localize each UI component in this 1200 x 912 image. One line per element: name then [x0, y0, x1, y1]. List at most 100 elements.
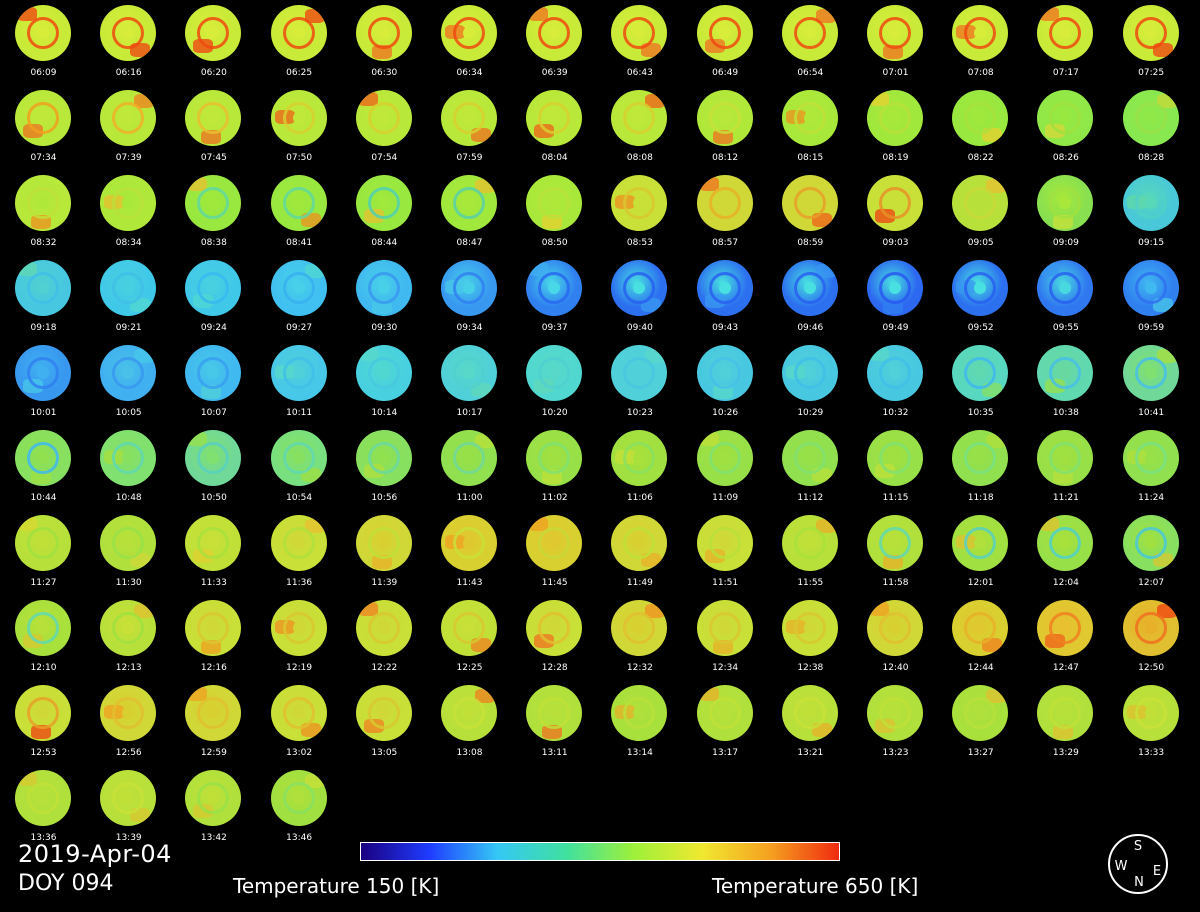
frame-cell: 13:14: [597, 681, 682, 766]
core-feature: [1144, 197, 1157, 209]
frame-time-label: 11:09: [712, 493, 739, 503]
frame-time-label: 10:48: [115, 493, 142, 503]
temperature-disk: [100, 600, 157, 656]
frame-cell: 12:04: [1023, 511, 1108, 596]
frame-time-label: 10:41: [1138, 408, 1165, 418]
frame-cell: 12:13: [86, 596, 171, 681]
temperature-disk: [867, 90, 923, 146]
frame-cell: 12:01: [938, 511, 1023, 596]
frame-time-label: 12:22: [371, 663, 398, 673]
frame-cell: 08:50: [512, 171, 597, 256]
ring-feature: [282, 527, 315, 559]
ring-feature: [623, 612, 656, 644]
temperature-disk: [270, 430, 327, 486]
temperature-disk: [270, 260, 327, 316]
frame-time-label: 10:01: [30, 408, 57, 418]
frame-time-label: 13:17: [712, 748, 739, 758]
frame-time-label: 08:44: [371, 238, 398, 248]
core-feature: [37, 622, 49, 634]
frame-time-label: 12:25: [456, 663, 483, 673]
frame-cell: 09:37: [512, 256, 597, 341]
frame-cell: 08:26: [1023, 86, 1108, 171]
core-feature: [548, 112, 561, 124]
temperature-disk: [100, 430, 157, 486]
temperature-disk: [611, 430, 668, 486]
core-feature: [207, 452, 220, 464]
core-feature: [122, 452, 135, 464]
core-feature: [974, 537, 987, 549]
frame-time-label: 10:54: [286, 493, 313, 503]
temperature-disk: [867, 430, 923, 486]
ring-feature: [112, 102, 145, 134]
temperature-disk: [867, 175, 923, 231]
temperature-disk: [185, 515, 242, 571]
ring-feature: [197, 527, 230, 559]
frame-cell: 11:24: [1109, 426, 1194, 511]
ring-feature: [112, 442, 145, 474]
core-feature: [803, 197, 816, 209]
ring-feature: [112, 17, 145, 49]
core-feature: [122, 282, 135, 294]
hot-patch: [304, 9, 325, 23]
hot-patch: [357, 602, 378, 616]
temperature-disk: [1037, 175, 1094, 231]
temperature-disk: [781, 685, 838, 741]
compass-right-label: E: [1152, 864, 1162, 879]
ring-feature: [538, 612, 571, 644]
core-feature: [207, 537, 220, 549]
frame-cell: 08:41: [257, 171, 342, 256]
ring-feature: [879, 102, 911, 134]
frame-cell: 08:57: [683, 171, 768, 256]
temperature-disk: [526, 175, 583, 231]
frame-cell: 11:09: [683, 426, 768, 511]
frame-cell: 12:38: [768, 596, 853, 681]
core-feature: [377, 367, 390, 379]
core-feature: [633, 452, 646, 464]
temperature-disk: [952, 260, 1009, 316]
ring-feature: [538, 17, 571, 49]
frame-time-label: 09:30: [371, 323, 398, 333]
frame-time-label: 10:20: [541, 408, 568, 418]
ring-feature: [793, 102, 826, 134]
ring-feature: [879, 187, 911, 219]
core-feature: [292, 792, 305, 804]
temperature-disk: [1037, 260, 1094, 316]
frame-time-label: 13:46: [286, 833, 313, 843]
frame-cell: 08:53: [597, 171, 682, 256]
temperature-disk: [15, 685, 71, 741]
frame-cell: 09:52: [938, 256, 1023, 341]
frame-cell: 13:42: [171, 766, 256, 851]
frame-time-label: 11:39: [371, 578, 398, 588]
ring-feature: [1049, 612, 1082, 644]
temperature-disk: [952, 685, 1009, 741]
core-feature: [1144, 27, 1157, 39]
frame-cell: 06:43: [597, 1, 682, 86]
frame-cell: 08:32: [1, 171, 86, 256]
hot-patch: [815, 519, 836, 533]
temperature-disk: [696, 90, 753, 146]
temperature-disk: [355, 5, 412, 61]
core-feature: [1144, 112, 1157, 124]
ring-feature: [453, 357, 485, 389]
ring-feature: [879, 357, 911, 389]
temperature-disk: [781, 260, 838, 316]
hot-patch: [17, 262, 37, 276]
frame-time-label: 13:02: [286, 748, 313, 758]
core-feature: [377, 707, 390, 719]
ring-feature: [197, 17, 230, 49]
temperature-disk: [441, 345, 497, 401]
ring-feature: [27, 697, 59, 729]
ring-feature: [538, 187, 571, 219]
temperature-disk: [611, 5, 668, 61]
frame-time-label: 08:57: [712, 238, 739, 248]
ring-feature: [1049, 17, 1082, 49]
core-feature: [1144, 537, 1157, 549]
ring-feature: [793, 357, 826, 389]
frame-cell: 10:01: [1, 341, 86, 426]
ring-feature: [282, 17, 315, 49]
compass-left-label: W: [1114, 859, 1128, 874]
frame-time-label: 07:54: [371, 153, 398, 163]
ring-feature: [879, 527, 911, 559]
frame-time-label: 12:47: [1052, 663, 1079, 673]
ring-feature: [708, 442, 741, 474]
